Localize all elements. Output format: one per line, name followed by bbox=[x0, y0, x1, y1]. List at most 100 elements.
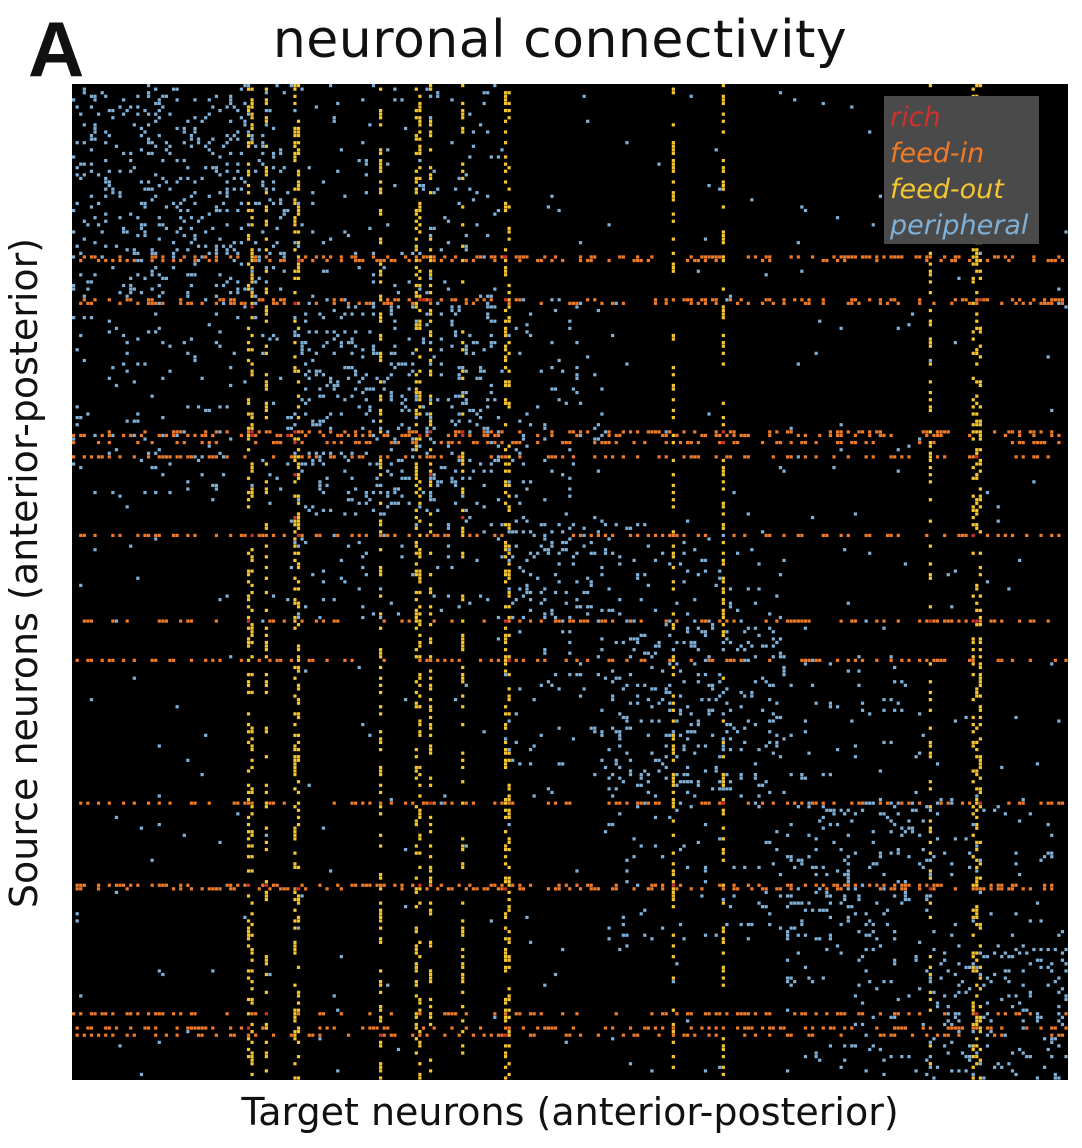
cell-feed-out bbox=[418, 673, 422, 677]
cell-feed-out bbox=[975, 451, 979, 455]
cell-feed-in bbox=[693, 455, 697, 459]
cell-feed-in bbox=[757, 883, 761, 887]
cell-peripheral bbox=[878, 812, 883, 816]
cell-feed-out bbox=[461, 551, 465, 555]
cell-feed-in bbox=[975, 887, 979, 891]
cell-feed-out bbox=[414, 615, 418, 620]
cell-feed-in bbox=[243, 455, 247, 459]
cell-feed-out bbox=[671, 87, 675, 91]
cell-peripheral bbox=[436, 94, 440, 98]
cell-peripheral bbox=[496, 444, 501, 448]
cell-peripheral bbox=[325, 330, 329, 334]
cell-feed-out bbox=[293, 291, 297, 295]
cell-feed-in bbox=[1000, 619, 1004, 623]
cell-peripheral bbox=[857, 655, 861, 659]
cell-peripheral bbox=[939, 962, 943, 966]
cell-peripheral bbox=[625, 715, 629, 720]
cell-peripheral bbox=[993, 808, 997, 812]
cell-feed-out bbox=[461, 530, 465, 534]
cell-feed-out bbox=[721, 341, 725, 345]
cell-peripheral bbox=[446, 544, 451, 548]
cell-feed-in bbox=[486, 887, 490, 891]
cell-peripheral bbox=[757, 562, 761, 566]
cell-peripheral bbox=[232, 176, 236, 181]
cell-peripheral bbox=[507, 548, 511, 552]
cell-peripheral bbox=[675, 808, 679, 812]
cell-feed-in bbox=[925, 533, 929, 538]
cell-peripheral bbox=[407, 373, 411, 377]
cell-peripheral bbox=[775, 830, 779, 834]
cell-feed-out bbox=[418, 283, 422, 288]
cell-feed-in bbox=[835, 887, 840, 891]
cell-feed-in bbox=[893, 883, 897, 887]
cell-peripheral bbox=[564, 590, 568, 595]
cell-peripheral bbox=[578, 241, 583, 245]
cell-feed-out bbox=[246, 580, 251, 584]
cell-peripheral bbox=[514, 530, 518, 534]
cell-peripheral bbox=[136, 112, 140, 116]
cell-peripheral bbox=[475, 412, 479, 416]
cell-feed-out bbox=[721, 587, 725, 591]
cell-feed-in bbox=[411, 883, 415, 887]
cell-peripheral bbox=[1053, 980, 1057, 984]
cell-peripheral bbox=[828, 772, 833, 777]
cell-feed-out bbox=[507, 351, 511, 355]
cell-feed-out bbox=[721, 937, 725, 941]
cell-feed-in bbox=[643, 440, 647, 445]
cell-peripheral bbox=[325, 476, 329, 480]
cell-peripheral bbox=[1007, 955, 1011, 959]
cell-feed-in bbox=[229, 255, 233, 259]
cell-feed-in bbox=[925, 258, 929, 263]
cell-peripheral bbox=[229, 94, 233, 98]
cell-feed-in bbox=[764, 619, 768, 623]
cell-peripheral bbox=[857, 983, 861, 987]
cell-peripheral bbox=[985, 955, 990, 959]
cell-peripheral bbox=[443, 216, 447, 220]
cell-feed-out bbox=[503, 726, 508, 730]
cell-peripheral bbox=[950, 872, 954, 877]
cell-feed-in bbox=[243, 533, 247, 538]
cell-feed-out bbox=[264, 847, 268, 852]
cell-feed-in bbox=[1007, 258, 1011, 263]
cell-feed-in bbox=[72, 433, 76, 438]
cell-feed-out bbox=[978, 505, 982, 509]
cell-peripheral bbox=[446, 526, 451, 530]
cell-feed-in bbox=[325, 658, 329, 662]
cell-feed-out bbox=[978, 380, 982, 384]
cell-feed-out bbox=[671, 751, 675, 755]
cell-peripheral bbox=[975, 965, 979, 969]
cell-feed-in bbox=[746, 433, 750, 438]
cell-peripheral bbox=[254, 144, 258, 148]
cell-peripheral bbox=[154, 465, 158, 470]
cell-peripheral bbox=[186, 487, 190, 491]
cell-feed-in bbox=[464, 887, 468, 891]
cell-rich bbox=[250, 433, 254, 438]
cell-feed-out bbox=[414, 590, 418, 595]
cell-feed-out bbox=[414, 526, 418, 530]
cell-peripheral bbox=[79, 994, 83, 998]
cell-peripheral bbox=[953, 569, 957, 573]
cell-peripheral bbox=[760, 905, 765, 909]
cell-peripheral bbox=[650, 655, 654, 659]
cell-feed-in bbox=[639, 619, 643, 623]
cell-peripheral bbox=[89, 194, 94, 198]
cell-feed-out bbox=[296, 644, 301, 648]
cell-peripheral bbox=[603, 551, 608, 555]
cell-feed-out bbox=[428, 855, 433, 859]
cell-peripheral bbox=[978, 972, 982, 977]
cell-feed-in bbox=[300, 440, 304, 445]
cell-peripheral bbox=[150, 287, 154, 291]
cell-feed-out bbox=[971, 965, 975, 969]
cell-feed-out bbox=[264, 248, 268, 252]
cell-peripheral bbox=[650, 705, 654, 709]
cell-feed-out bbox=[379, 915, 383, 919]
cell-peripheral bbox=[1057, 1005, 1061, 1009]
cell-feed-out bbox=[418, 533, 422, 538]
cell-peripheral bbox=[375, 462, 379, 466]
cell-peripheral bbox=[914, 755, 918, 759]
cell-peripheral bbox=[250, 137, 254, 141]
cell-peripheral bbox=[1028, 812, 1032, 816]
cell-peripheral bbox=[578, 694, 583, 698]
cell-feed-out bbox=[379, 148, 383, 152]
cell-feed-out bbox=[461, 955, 465, 959]
